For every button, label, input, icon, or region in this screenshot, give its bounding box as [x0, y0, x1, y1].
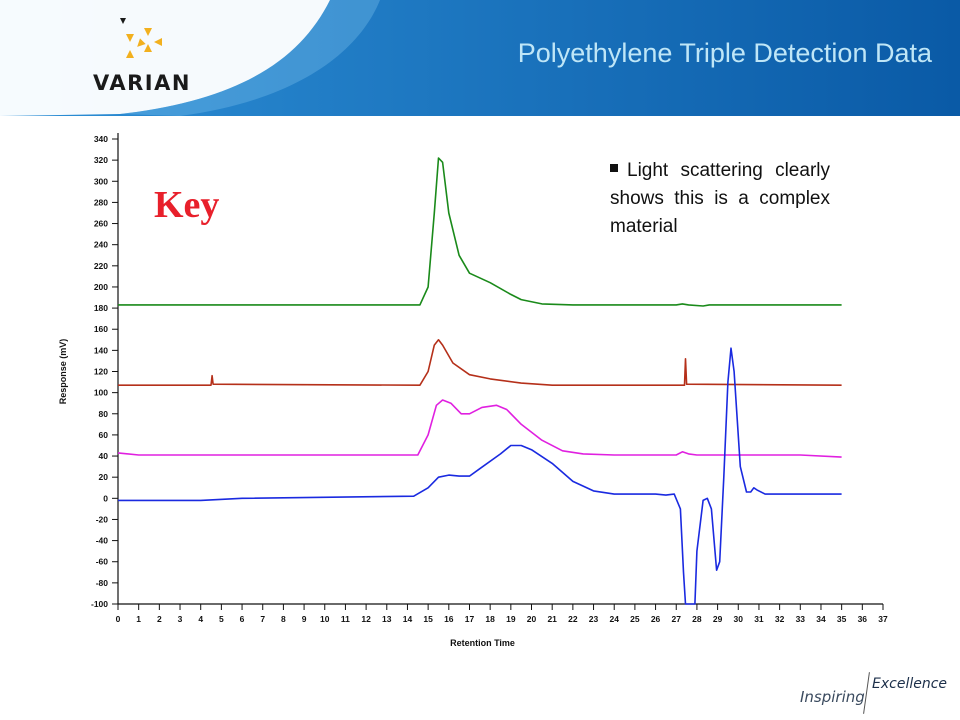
y-tick-label: 320	[94, 155, 108, 165]
x-tick-label: 12	[361, 614, 371, 624]
key-label: Key	[154, 184, 220, 226]
x-tick-label: 21	[547, 614, 557, 624]
x-tick-label: 15	[423, 614, 433, 624]
x-tick-label: 8	[281, 614, 286, 624]
x-tick-label: 24	[609, 614, 619, 624]
x-tick-label: 34	[816, 614, 826, 624]
y-tick-label: 260	[94, 219, 108, 229]
x-tick-label: 37	[878, 614, 888, 624]
x-tick-label: 10	[320, 614, 330, 624]
y-tick-label: 60	[99, 430, 109, 440]
x-tick-label: 14	[403, 614, 413, 624]
y-tick-label: 100	[94, 388, 108, 398]
x-tick-label: 27	[672, 614, 682, 624]
x-tick-label: 6	[240, 614, 245, 624]
x-tick-label: 20	[527, 614, 537, 624]
x-tick-label: 0	[116, 614, 121, 624]
header-banner: VARIAN Polyethylene Triple Detection Dat…	[0, 0, 960, 116]
series-line-2	[118, 339, 842, 386]
series-layer	[117, 157, 842, 605]
footer-tagline: Inspiring Excellence	[800, 670, 950, 720]
y-tick-label: 140	[94, 345, 108, 355]
series-line-3	[117, 399, 842, 458]
x-axis-title: Retention Time	[450, 638, 515, 648]
banner-background	[0, 0, 960, 116]
x-tick-label: 7	[260, 614, 265, 624]
chart-axes: -100-80-60-40-20020406080100120140160180…	[91, 133, 888, 624]
annotation-note: Light scattering clearly shows this is a…	[610, 157, 830, 241]
y-tick-label: -40	[96, 536, 109, 546]
x-tick-label: 31	[754, 614, 764, 624]
tagline-inspiring: Inspiring	[800, 688, 865, 706]
series-line-1	[118, 157, 842, 307]
y-tick-label: -80	[96, 578, 109, 588]
x-tick-label: 9	[302, 614, 307, 624]
y-tick-label: 180	[94, 303, 108, 313]
x-tick-label: 33	[796, 614, 806, 624]
slide-title: Polyethylene Triple Detection Data	[517, 38, 932, 68]
y-tick-label: 120	[94, 367, 108, 377]
y-tick-label: 340	[94, 134, 108, 144]
x-tick-label: 19	[506, 614, 516, 624]
chromatogram-chart: -100-80-60-40-20020406080100120140160180…	[58, 133, 888, 648]
y-tick-label: -60	[96, 557, 109, 567]
y-tick-label: 200	[94, 282, 108, 292]
y-tick-label: 220	[94, 261, 108, 271]
y-tick-label: 240	[94, 240, 108, 250]
x-tick-label: 30	[734, 614, 744, 624]
x-tick-label: 29	[713, 614, 723, 624]
y-tick-label: 160	[94, 324, 108, 334]
x-tick-label: 36	[858, 614, 868, 624]
x-tick-label: 25	[630, 614, 640, 624]
y-tick-label: -20	[96, 514, 109, 524]
x-tick-label: 22	[568, 614, 578, 624]
y-tick-label: 0	[103, 493, 108, 503]
x-tick-label: 1	[136, 614, 141, 624]
x-tick-label: 28	[692, 614, 702, 624]
x-tick-label: 2	[157, 614, 162, 624]
varian-logo-icon	[120, 18, 162, 58]
y-tick-label: 40	[99, 451, 109, 461]
note-text: Light scattering clearly shows this is a…	[610, 160, 830, 237]
bullet-icon	[610, 164, 618, 172]
tagline-excellence: Excellence	[872, 676, 948, 692]
x-tick-label: 3	[178, 614, 183, 624]
y-tick-label: 300	[94, 176, 108, 186]
x-tick-label: 11	[341, 614, 350, 624]
x-tick-label: 18	[485, 614, 495, 624]
x-tick-label: 35	[837, 614, 847, 624]
logo-text: VARIAN	[93, 71, 191, 95]
x-tick-label: 13	[382, 614, 392, 624]
y-tick-label: 20	[99, 472, 109, 482]
x-tick-label: 17	[465, 614, 475, 624]
y-tick-label: 80	[99, 409, 109, 419]
x-tick-label: 32	[775, 614, 785, 624]
x-tick-label: 4	[198, 614, 203, 624]
y-tick-label: -100	[91, 599, 108, 609]
y-tick-label: 280	[94, 197, 108, 207]
y-axis-title: Response (mV)	[58, 339, 68, 405]
x-tick-label: 16	[444, 614, 454, 624]
x-tick-label: 5	[219, 614, 224, 624]
series-line-4	[118, 347, 842, 605]
x-tick-label: 26	[651, 614, 661, 624]
x-tick-label: 23	[589, 614, 599, 624]
